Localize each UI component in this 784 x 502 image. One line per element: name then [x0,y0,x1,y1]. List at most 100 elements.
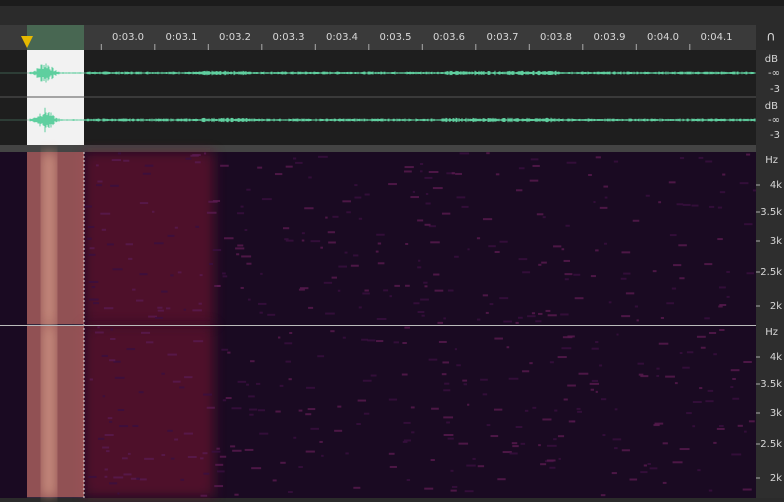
noise [119,425,128,427]
noise [321,455,324,457]
time-label: 0:04.1 [701,32,733,43]
noise [304,207,313,209]
noise [345,452,348,454]
db-tick: -∞ [768,68,780,79]
noise [562,248,565,250]
noise [106,450,109,452]
noise [179,386,184,388]
noise [425,224,431,226]
noise [622,449,630,451]
noise [354,184,357,186]
noise [486,152,489,154]
noise [516,322,519,324]
noise [522,370,529,372]
noise [174,439,178,441]
noise [593,201,595,203]
noise [691,205,698,207]
noise [443,389,450,391]
noise [530,180,539,182]
noise [542,418,551,420]
noise [361,339,368,341]
noise [567,385,576,387]
noise [404,327,410,329]
noise [212,451,221,453]
noise [96,164,99,166]
noise [289,378,292,380]
noise [435,290,444,292]
noise [548,314,557,316]
noise [141,332,150,334]
noise [213,249,221,251]
noise [109,421,112,423]
noise [458,443,468,445]
noise [338,290,340,292]
noise [575,297,584,299]
noise [207,212,217,214]
noise [136,300,143,302]
noise [167,430,172,432]
noise [390,466,397,468]
noise [719,425,724,427]
noise [732,398,739,400]
noise [596,156,601,158]
noise [599,364,602,366]
noise [699,387,702,389]
noise [672,288,676,290]
noise [248,395,255,397]
noise [553,245,561,247]
noise [699,157,704,159]
noise [317,355,324,357]
noise [532,165,539,167]
noise [195,161,201,163]
noise [424,488,433,490]
noise [109,482,117,484]
headphone-icon[interactable]: ∩ [766,30,776,45]
noise [717,428,725,430]
noise [215,464,223,466]
noise [161,373,164,375]
noise [596,391,598,393]
noise [236,253,239,255]
noise [201,495,208,497]
noise [306,451,315,453]
noise [749,420,755,422]
hz-tick-label: 2.5k [760,439,782,450]
noise [324,282,332,284]
noise [603,186,608,188]
noise [461,206,468,208]
noise [718,207,722,209]
noise [659,343,669,345]
noise [663,442,668,444]
noise [595,341,598,343]
noise [494,338,503,340]
noise [726,271,730,273]
noise [621,278,627,280]
noise [743,489,752,491]
noise [319,441,322,443]
noise [161,291,167,293]
noise [630,479,638,481]
noise [102,355,108,357]
noise [546,310,551,312]
noise [109,359,115,361]
noise [718,305,722,307]
panel-splitter[interactable] [0,145,784,152]
noise [467,404,469,406]
noise [96,184,102,186]
noise [683,204,691,206]
noise [661,317,664,319]
noise [402,374,408,376]
noise [300,287,308,289]
db-tick: -∞ [768,115,780,126]
noise [293,158,296,160]
noise [241,287,244,289]
noise [227,352,230,354]
noise [417,219,423,221]
noise [655,423,664,425]
noise [704,317,710,319]
noise [705,400,713,402]
noise [665,376,675,378]
noise [338,266,347,268]
noise [697,336,706,338]
noise [420,163,423,165]
